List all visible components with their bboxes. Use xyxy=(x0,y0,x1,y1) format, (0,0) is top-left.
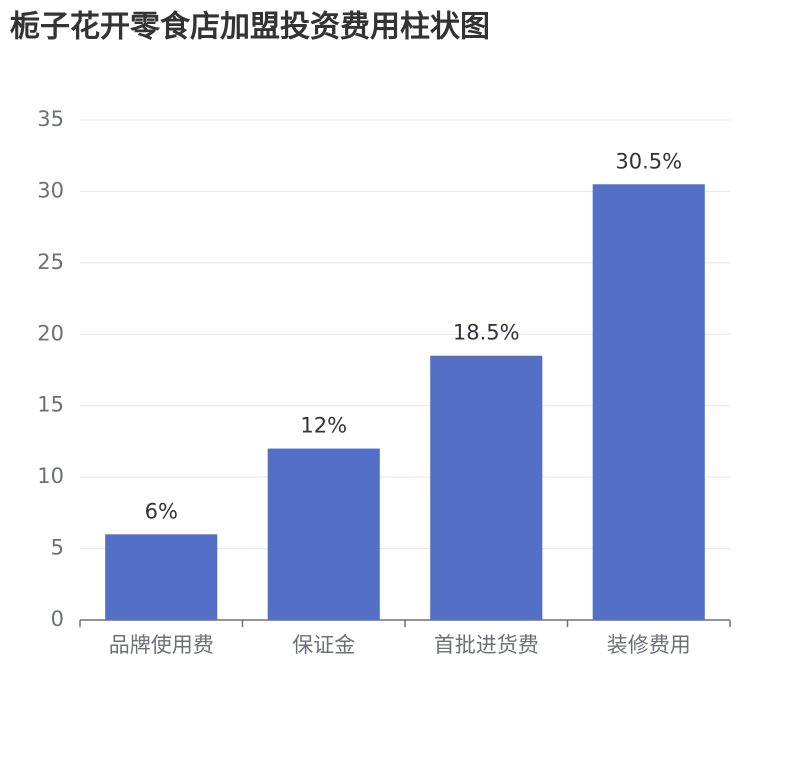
y-tick-label: 0 xyxy=(51,607,64,631)
bar xyxy=(267,448,380,620)
bar xyxy=(430,355,543,620)
y-tick-label: 30 xyxy=(37,178,64,202)
chart-title: 栀子花开零食店加盟投资费用柱状图 xyxy=(10,10,490,45)
x-tick-label: 首批进货费 xyxy=(434,633,539,657)
bar xyxy=(592,184,705,621)
y-tick-label: 10 xyxy=(37,464,64,488)
value-label: 12% xyxy=(300,414,347,438)
x-tick-label: 装修费用 xyxy=(607,633,691,657)
y-tick-label: 20 xyxy=(37,321,64,345)
y-tick-label: 25 xyxy=(37,250,64,274)
y-tick-label: 35 xyxy=(37,107,64,131)
value-label: 30.5% xyxy=(615,149,682,173)
x-tick-label: 保证金 xyxy=(292,633,355,657)
y-tick-label: 5 xyxy=(51,536,64,560)
bar xyxy=(105,534,218,620)
value-label: 6% xyxy=(145,499,178,523)
x-tick-label: 品牌使用费 xyxy=(109,633,214,657)
y-tick-label: 15 xyxy=(37,393,64,417)
value-label: 18.5% xyxy=(453,321,520,345)
